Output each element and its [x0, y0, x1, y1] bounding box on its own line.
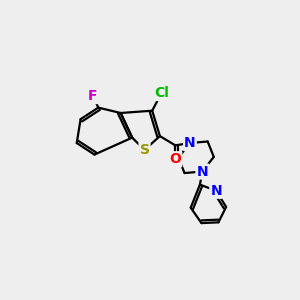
Text: Cl: Cl — [154, 86, 169, 100]
Text: F: F — [88, 89, 98, 103]
Text: N: N — [184, 136, 196, 150]
Text: N: N — [196, 164, 208, 178]
Text: O: O — [169, 152, 181, 166]
Text: N: N — [210, 184, 222, 198]
Text: S: S — [140, 143, 149, 157]
